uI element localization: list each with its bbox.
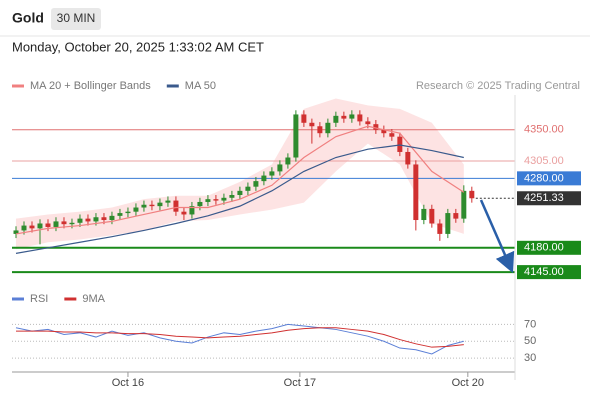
candle-body bbox=[213, 199, 219, 201]
candle-body bbox=[277, 164, 283, 172]
candle-body bbox=[13, 230, 19, 234]
candle-body bbox=[309, 122, 315, 127]
candle-body bbox=[245, 186, 251, 191]
candle-body bbox=[229, 195, 235, 198]
candle-body bbox=[437, 223, 443, 234]
interval-label[interactable]: 30 MIN bbox=[57, 11, 96, 25]
level-label-box bbox=[517, 191, 581, 206]
candle-body bbox=[205, 199, 211, 202]
candle-body bbox=[381, 129, 387, 134]
candle-body bbox=[261, 175, 267, 182]
legend-label: RSI bbox=[30, 293, 48, 305]
candle-body bbox=[317, 126, 323, 134]
y-tick-label: 70 bbox=[524, 318, 536, 330]
candle-body bbox=[197, 201, 203, 207]
symbol: Gold bbox=[12, 10, 44, 26]
candle-body bbox=[61, 221, 67, 225]
candle-body bbox=[269, 171, 275, 176]
candle-body bbox=[165, 200, 171, 203]
indicator-line bbox=[15, 323, 464, 355]
timestamp: Monday, October 20, 2025 1:33:02 AM CET bbox=[12, 39, 264, 54]
legend-label: MA 20 + Bollinger Bands bbox=[30, 80, 151, 92]
candle-body bbox=[357, 114, 363, 122]
candle-body bbox=[133, 207, 139, 212]
candle-body bbox=[77, 218, 83, 223]
candle-body bbox=[445, 213, 451, 234]
candle-body bbox=[109, 215, 115, 221]
candle-body bbox=[293, 114, 299, 158]
candle-body bbox=[29, 225, 35, 229]
rsi-chart: RSI 9MA 70 50 30 bbox=[12, 293, 536, 364]
level-label: 4305.00 bbox=[524, 155, 564, 167]
candle-body bbox=[453, 213, 459, 219]
candle-body bbox=[365, 121, 371, 125]
candle-body bbox=[181, 211, 187, 215]
interval-button[interactable] bbox=[51, 8, 101, 30]
candle-body bbox=[149, 204, 155, 207]
level-label: 4350.00 bbox=[524, 124, 564, 136]
level-label: 4251.33 bbox=[524, 192, 564, 204]
x-tick-label: Oct 17 bbox=[284, 377, 316, 389]
candle-body bbox=[421, 208, 427, 221]
candle-body bbox=[325, 122, 331, 134]
bollinger-band bbox=[15, 98, 464, 250]
legend-label: MA 50 bbox=[185, 80, 216, 92]
candle-body bbox=[237, 190, 243, 196]
indicator-line bbox=[15, 327, 464, 348]
candle-body bbox=[285, 157, 291, 165]
candle-body bbox=[45, 223, 51, 227]
candle-body bbox=[333, 115, 339, 123]
forecast-arrow bbox=[479, 199, 515, 274]
candle-body bbox=[221, 197, 227, 201]
candle-body bbox=[389, 133, 395, 137]
x-tick-label: Oct 20 bbox=[452, 377, 484, 389]
level-label: 4180.00 bbox=[524, 242, 564, 254]
source: Research © 2025 Trading Central bbox=[416, 80, 580, 92]
legend-label: 9MA bbox=[82, 293, 105, 305]
candle-body bbox=[125, 211, 131, 214]
x-tick-label: Oct 16 bbox=[112, 377, 144, 389]
candle-body bbox=[405, 151, 411, 165]
candle-body bbox=[429, 208, 435, 224]
candle-body bbox=[253, 181, 259, 187]
y-tick-label: 30 bbox=[524, 352, 536, 364]
level-label: 4280.00 bbox=[524, 172, 564, 184]
y-tick-label: 50 bbox=[524, 335, 536, 347]
candle-body bbox=[117, 213, 123, 216]
candle-body bbox=[189, 206, 195, 215]
candle-body bbox=[101, 217, 107, 221]
candle-body bbox=[157, 202, 163, 207]
candle-body bbox=[461, 190, 467, 219]
candle-body bbox=[141, 204, 147, 208]
level-label: 4145.00 bbox=[524, 266, 564, 278]
candle-body bbox=[341, 115, 347, 119]
candle-body bbox=[93, 217, 99, 222]
level-label-box bbox=[517, 171, 581, 186]
candle-body bbox=[349, 114, 355, 119]
level-label-box bbox=[517, 265, 581, 280]
candle-body bbox=[37, 223, 43, 229]
candle-body bbox=[21, 225, 27, 231]
overlay-line bbox=[15, 144, 464, 254]
price-chart: MA 20 + Bollinger Bands MA 50 4350.00 4305.… bbox=[12, 80, 581, 389]
overlay-line bbox=[15, 125, 465, 235]
candle-body bbox=[173, 200, 179, 212]
candle-body bbox=[53, 221, 59, 227]
candle-body bbox=[373, 124, 379, 130]
level-label-box bbox=[517, 240, 581, 255]
candle-body bbox=[413, 164, 419, 221]
candle-body bbox=[301, 114, 307, 123]
candle-body bbox=[397, 136, 403, 152]
candle-body bbox=[85, 218, 91, 222]
candle-body bbox=[469, 190, 475, 199]
candle-body bbox=[69, 222, 75, 225]
